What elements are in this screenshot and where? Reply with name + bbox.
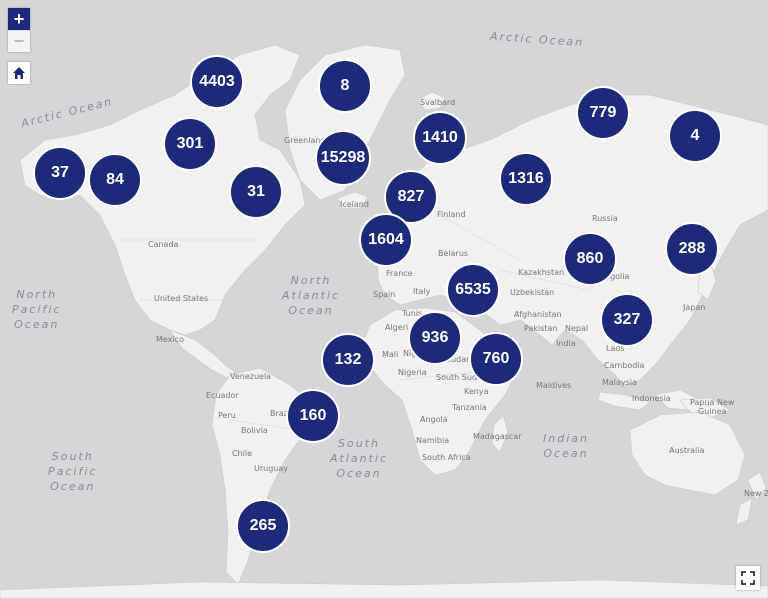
cluster-marker-russia-west[interactable]: 1316 [499,152,553,206]
place-label-australia: Australia [669,446,705,455]
place-label-papua: Papua New Guinea [690,398,735,416]
cluster-marker-southeast-asia[interactable]: 327 [600,293,654,347]
place-label-spain: Spain [373,290,396,299]
place-label-italy: Italy [413,287,431,296]
place-label-greenland: Greenland [284,136,326,145]
place-label-nepal: Nepal [565,324,589,333]
cluster-marker-patagonia[interactable]: 265 [236,499,290,553]
place-label-madagascar: Madagascar [473,432,522,441]
place-label-south-sudan: South Sud [436,373,478,382]
cluster-marker-europe-south[interactable]: 6535 [446,263,500,317]
place-label-pakistan: Pakistan [524,324,558,333]
ocean-label-north-atlantic: North Atlantic Ocean [282,274,341,317]
cluster-marker-russia-north[interactable]: 779 [576,86,630,140]
place-label-united-states: United States [154,294,209,303]
place-label-nigeria: Nigeria [398,368,427,377]
place-label-malaysia: Malaysia [602,378,637,387]
cluster-marker-africa-west[interactable]: 132 [321,333,375,387]
cluster-marker-uk[interactable]: 1604 [359,213,413,267]
place-label-cambodia: Cambodia [604,361,645,370]
cluster-marker-africa-east[interactable]: 760 [469,332,523,386]
home-button[interactable] [8,62,30,84]
cluster-marker-canada-nw[interactable]: 301 [163,117,217,171]
ocean-label-indian: Indian Ocean [543,432,589,460]
place-label-japan: Japan [683,303,706,312]
cluster-marker-mongolia[interactable]: 860 [563,232,617,286]
place-label-south-africa: South Africa [422,453,471,462]
cluster-marker-greenland-north[interactable]: 8 [318,59,372,113]
place-label-sudan: Sudan [446,355,472,364]
cluster-marker-russia-east[interactable]: 4 [668,109,722,163]
cluster-marker-greenland[interactable]: 15298 [315,130,371,186]
fullscreen-icon [741,571,755,585]
place-label-kenya: Kenya [464,387,489,396]
place-label-mongolia: ngolia [605,272,630,281]
place-label-india: India [556,339,576,348]
place-label-canada: Canada [148,240,179,249]
ocean-label-north-pacific: North Pacific Ocean [12,288,62,331]
cluster-marker-japan[interactable]: 288 [665,222,719,276]
place-label-iceland: Iceland [340,200,369,209]
cluster-marker-alaska-west[interactable]: 37 [33,146,87,200]
cluster-marker-canada-arctic[interactable]: 4403 [190,55,244,109]
place-label-ecuador: Ecuador [206,391,239,400]
home-icon [13,67,25,79]
place-label-tanzania: Tanzania [452,403,487,412]
cluster-marker-brazil[interactable]: 160 [286,389,340,443]
place-label-mali: Mali [382,350,399,359]
place-label-peru: Peru [218,411,236,420]
place-label-chile: Chile [232,449,253,458]
zoom-control: + − [8,8,30,52]
place-label-belarus: Belarus [438,249,469,258]
fullscreen-button[interactable] [736,566,760,590]
place-label-bolivia: Bolivia [241,426,268,435]
place-label-maldives: Maldives [536,381,572,390]
place-label-mexico: Mexico [156,335,184,344]
cluster-marker-africa-central[interactable]: 936 [408,311,462,365]
place-label-new-zealand: New Ze [744,489,768,498]
ocean-label-south-pacific: South Pacific Ocean [48,450,98,493]
place-label-niger: Nig [403,349,417,358]
place-label-uzbekistan: Uzbekistan [510,288,555,297]
place-label-russia: Russia [592,214,618,223]
place-label-uruguay: Uruguay [254,464,288,473]
place-label-svalbard: Svalbard [420,98,456,107]
ocean-label-south-atlantic: South Atlantic Ocean [330,437,389,480]
place-label-afghanistan: Afghanistan [514,310,562,319]
place-label-laos: Laos [606,344,625,353]
place-label-france: France [386,269,413,278]
place-label-namibia: Namibia [416,436,450,445]
cluster-marker-alaska[interactable]: 84 [88,153,142,207]
place-label-venezuela: Venezuela [230,372,272,381]
place-label-angola: Angola [420,415,448,424]
place-label-brazil: Braz [270,409,288,418]
place-label-indonesia: Indonesia [632,394,671,403]
place-label-finland: Finland [437,210,466,219]
zoom-out-button[interactable]: − [8,30,30,52]
cluster-marker-svalbard[interactable]: 1410 [413,111,467,165]
place-label-kazakhstan: Kazakhstan [518,268,565,277]
place-label-algeria: Algeri [385,323,409,332]
place-label-tunisia: Tunis [402,309,423,318]
cluster-marker-baffin[interactable]: 31 [229,165,283,219]
zoom-in-button[interactable]: + [8,8,30,30]
